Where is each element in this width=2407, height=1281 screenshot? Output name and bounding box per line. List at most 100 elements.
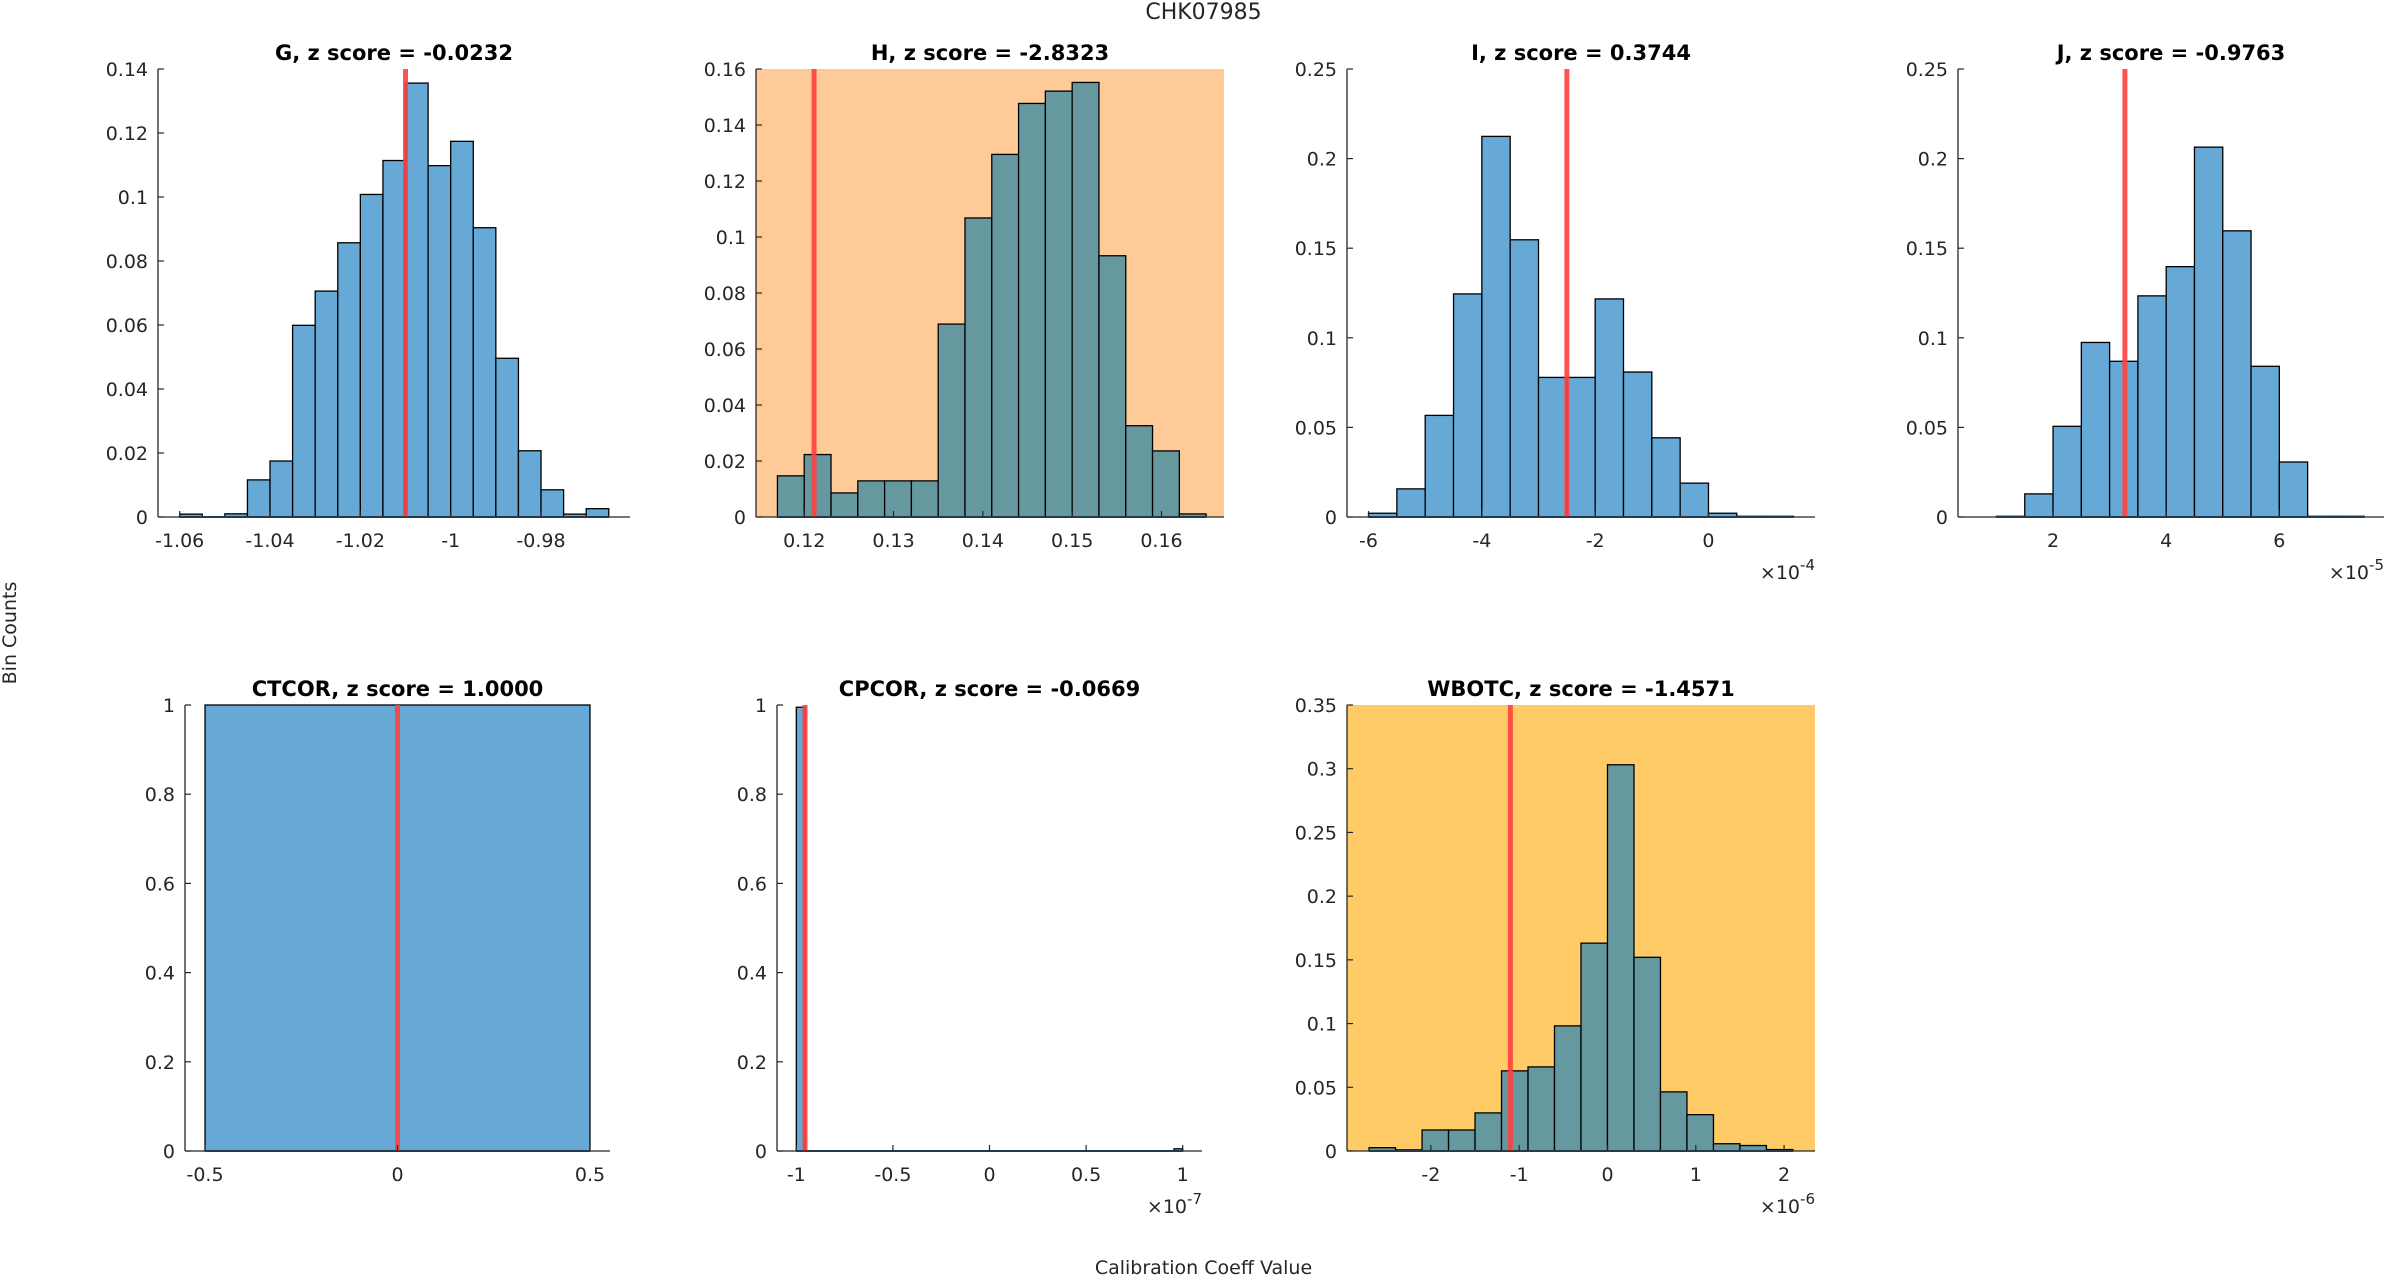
y-tick-label: 0.04 bbox=[106, 379, 148, 401]
histogram-bar bbox=[857, 480, 886, 518]
x-tick-label: 0.5 bbox=[1071, 1164, 1101, 1186]
exponent-power: -5 bbox=[2369, 556, 2384, 574]
y-tick-label: 0.25 bbox=[1906, 59, 1948, 81]
histogram-bar bbox=[1125, 425, 1154, 518]
y-tick-label: 0.04 bbox=[704, 395, 746, 417]
histogram-bar bbox=[1481, 135, 1511, 518]
histogram-bar bbox=[495, 357, 520, 518]
x-tick-label: 0.12 bbox=[783, 530, 825, 552]
y-tick-label: 0.2 bbox=[145, 1052, 175, 1074]
histogram-bar bbox=[1679, 482, 1710, 518]
exponent-base: ×10 bbox=[1760, 562, 1800, 584]
histogram-bar bbox=[404, 82, 429, 518]
histogram-bar bbox=[246, 479, 271, 518]
y-tick-label: 0.08 bbox=[106, 251, 148, 273]
y-tick-label: 0.1 bbox=[716, 227, 746, 249]
subplot-wbotc: 0 0.05 0.1 0.15 0.2 0.25 0.3 0.35 -2 -1 0 1 2 ×10-6 WB… bbox=[1295, 677, 1815, 1218]
y-tick-label: 0.25 bbox=[1295, 822, 1337, 844]
exponent-base: ×10 bbox=[2329, 562, 2369, 584]
histogram-bar bbox=[1651, 437, 1681, 518]
y-tick-label: 0.1 bbox=[1918, 328, 1948, 350]
y-tick-label: 0 bbox=[163, 1141, 175, 1163]
y-tick-label: 0.05 bbox=[1295, 1077, 1337, 1099]
histogram-bar bbox=[1686, 1114, 1715, 1152]
histogram-bar bbox=[1474, 1112, 1503, 1152]
x-tick-label: 0.15 bbox=[1051, 530, 1093, 552]
subplot-title: H, z score = -2.8323 bbox=[871, 41, 1109, 65]
y-tick-label: 0.02 bbox=[106, 443, 148, 465]
histogram-bar bbox=[291, 324, 316, 518]
x-exponent-label: ×10-6 bbox=[1760, 1190, 1815, 1218]
histogram-bar bbox=[1527, 1066, 1556, 1152]
histogram-bar bbox=[1712, 1143, 1741, 1152]
histogram-bar bbox=[1447, 1129, 1476, 1152]
histogram-bar bbox=[1421, 1129, 1450, 1152]
histogram-bar bbox=[830, 492, 859, 518]
histogram-bar bbox=[2052, 425, 2082, 518]
y-tick-label: 0.14 bbox=[704, 115, 746, 137]
x-tick-label: -0.5 bbox=[874, 1164, 911, 1186]
y-tick-label: 0.4 bbox=[737, 963, 767, 985]
x-tick-label: -2 bbox=[1586, 530, 1605, 552]
histogram-bar bbox=[1566, 376, 1596, 518]
x-tick-label: -1.04 bbox=[245, 530, 294, 552]
axes-background bbox=[777, 705, 1202, 1151]
histogram-bar bbox=[359, 193, 384, 518]
y-tick-label: 0.6 bbox=[145, 873, 175, 895]
subplot-h: 0 0.02 0.04 0.06 0.08 0.1 0.12 0.14 0.16 0.12 0.13… bbox=[704, 41, 1224, 552]
y-tick-label: 0.8 bbox=[145, 784, 175, 806]
histogram-bar bbox=[585, 508, 610, 518]
y-tick-label: 0.2 bbox=[737, 1052, 767, 1074]
x-tick-label: 4 bbox=[2160, 530, 2172, 552]
x-exponent-label: ×10-5 bbox=[2329, 556, 2384, 584]
histogram-bar bbox=[427, 164, 452, 518]
y-tick-label: 0.1 bbox=[1307, 1014, 1337, 1036]
y-tick-label: 0.02 bbox=[704, 451, 746, 473]
y-tick-label: 0.05 bbox=[1906, 417, 1948, 439]
histogram-bar bbox=[1017, 102, 1047, 518]
y-tick-label: 0.16 bbox=[704, 59, 746, 81]
y-tick-label: 0.15 bbox=[1906, 238, 1948, 260]
x-tick-label: -6 bbox=[1359, 530, 1378, 552]
y-tick-label: 0.3 bbox=[1307, 759, 1337, 781]
exponent-power: -6 bbox=[1800, 1190, 1815, 1208]
x-tick-label: -1 bbox=[441, 530, 460, 552]
y-tick-label: 0.08 bbox=[704, 283, 746, 305]
histogram-bar bbox=[1580, 942, 1609, 1152]
y-tick-label: 0.06 bbox=[704, 339, 746, 361]
x-tick-label: 1 bbox=[1177, 1164, 1189, 1186]
subplot-title: J, z score = -0.9763 bbox=[2055, 41, 2286, 65]
x-tick-label: 0 bbox=[1601, 1164, 1613, 1186]
histogram-bar bbox=[450, 140, 474, 518]
histogram-bar bbox=[2080, 341, 2111, 518]
subplot-title: WBOTC, z score = -1.4571 bbox=[1427, 677, 1735, 701]
x-tick-label: -0.5 bbox=[186, 1164, 223, 1186]
histogram-bar bbox=[1452, 293, 1483, 518]
x-exponent-label: ×10-4 bbox=[1760, 556, 1815, 584]
histogram-bar bbox=[883, 480, 913, 518]
histogram-bar bbox=[910, 480, 939, 518]
x-tick-label: 1 bbox=[1690, 1164, 1702, 1186]
histogram-bar bbox=[803, 453, 832, 518]
x-tick-label: -1 bbox=[1510, 1164, 1529, 1186]
y-tick-label: 0 bbox=[1936, 507, 1948, 529]
x-tick-label: 0.5 bbox=[575, 1164, 605, 1186]
x-tick-label: -4 bbox=[1472, 530, 1491, 552]
histogram-bar bbox=[1424, 414, 1455, 518]
exponent-base: ×10 bbox=[1760, 1196, 1800, 1218]
histogram-bar bbox=[337, 242, 362, 518]
y-tick-label: 0.05 bbox=[1295, 417, 1337, 439]
x-tick-label: -1.02 bbox=[336, 530, 385, 552]
histogram-bar bbox=[2024, 493, 2054, 518]
y-tick-label: 1 bbox=[163, 695, 175, 717]
histogram-bar bbox=[991, 153, 1020, 518]
histogram-bar bbox=[1500, 1070, 1529, 1152]
y-tick-label: 0.6 bbox=[737, 873, 767, 895]
x-tick-label: 2 bbox=[2047, 530, 2059, 552]
histogram-bar bbox=[1071, 81, 1100, 518]
x-tick-label: 0.16 bbox=[1140, 530, 1182, 552]
histogram-bar bbox=[2165, 266, 2196, 518]
figure-title: CHK07985 bbox=[1145, 0, 1262, 25]
subplot-title: CPCOR, z score = -0.0669 bbox=[839, 677, 1140, 701]
